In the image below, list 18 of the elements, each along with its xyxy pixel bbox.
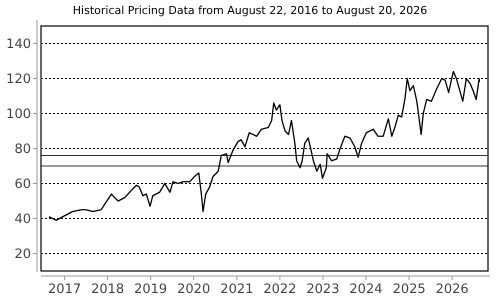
y-tick-label: 100	[6, 107, 31, 122]
x-tick-label: 2024	[349, 282, 383, 297]
x-tick-label: 2020	[177, 282, 210, 297]
y-tick-label: 140	[6, 37, 31, 52]
x-tick-label: 2021	[220, 282, 254, 297]
y-tick-label: 60	[14, 177, 31, 192]
y-tick-label: 80	[14, 142, 31, 158]
x-tick-label: 2026	[436, 282, 469, 297]
x-tick-label: 2019	[134, 282, 168, 297]
y-tick-label: 20	[14, 247, 31, 262]
x-tick-label: 2023	[306, 282, 340, 297]
chart-title: Historical Pricing Data from August 22, 2016 to August 20, 2026	[72, 4, 428, 17]
x-tick-label: 2018	[91, 282, 124, 297]
x-tick-label: 2022	[263, 282, 296, 297]
x-tick-label: 2025	[392, 282, 426, 297]
y-tick-label: 40	[14, 212, 31, 228]
x-tick-label: 2017	[48, 282, 82, 297]
y-tick-label: 120	[6, 72, 31, 88]
